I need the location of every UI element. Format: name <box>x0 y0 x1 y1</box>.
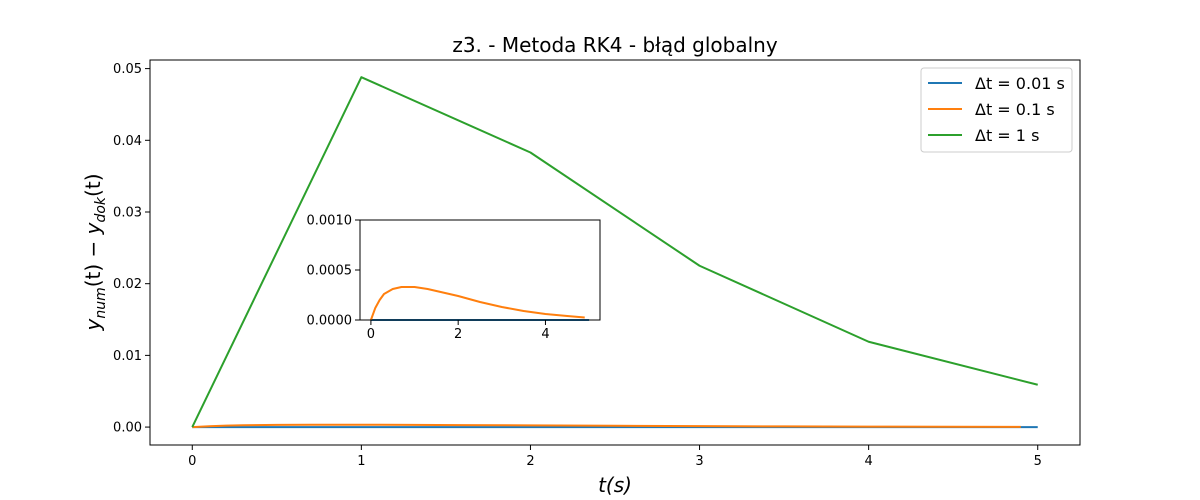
inset-plot-area <box>360 220 600 320</box>
y-axis-label-end: (t) <box>81 173 105 196</box>
inset-y-tick-label: 0.0010 <box>307 214 353 229</box>
inset-x-tick-label: 0 <box>367 327 375 342</box>
chart-title: z3. - Metoda RK4 - błąd globalny <box>452 33 777 57</box>
y-tick-label: 0.04 <box>113 134 142 149</box>
inset-x-tick-label: 4 <box>541 327 549 342</box>
y-ticks: 0.00 0.01 0.02 0.03 0.04 0.05 <box>113 62 150 436</box>
x-tick-label: 3 <box>695 454 703 469</box>
x-ticks: 0 1 2 3 4 5 <box>188 445 1042 469</box>
y-tick-label: 0.00 <box>113 421 142 436</box>
x-tick-label: 5 <box>1034 454 1042 469</box>
y-axis-label-sub1: num <box>93 287 109 318</box>
legend-label: Δt = 0.1 s <box>975 100 1055 119</box>
inset-y-ticks: 0.0000 0.0005 0.0010 <box>307 214 360 329</box>
legend-box <box>920 67 1073 153</box>
y-axis-label-y2: y <box>81 221 105 235</box>
x-tick-label: 0 <box>188 454 196 469</box>
inset-series-line-t-0-1-s <box>369 286 585 321</box>
legend: Δt = 0.01 s Δt = 0.1 s Δt = 1 s <box>920 67 1073 153</box>
legend-label: Δt = 0.01 s <box>975 74 1065 93</box>
main-series-group <box>191 76 1038 429</box>
inset-axes: 0 2 4 0.0000 0.0005 0.0010 <box>307 214 601 342</box>
y-axis-label: ynum(t) − ydok(t) <box>81 173 109 331</box>
x-tick-label: 4 <box>864 454 872 469</box>
y-axis-label-sub2: dok <box>93 196 109 222</box>
plot-frame <box>149 59 1081 446</box>
inset-x-tick-label: 2 <box>454 327 462 342</box>
inset-y-tick-label: 0.0005 <box>307 264 353 279</box>
series-line-t-0-1-s <box>192 423 1021 429</box>
legend-entries: Δt = 0.01 s Δt = 0.1 s Δt = 1 s <box>928 74 1065 145</box>
y-tick-label: 0.01 <box>113 349 142 364</box>
x-tick-label: 1 <box>357 454 365 469</box>
legend-label: Δt = 1 s <box>975 126 1039 145</box>
inset-y-tick-label: 0.0000 <box>307 314 353 329</box>
series-line-t-1-s <box>191 76 1038 428</box>
x-axis-label: t(s) <box>598 473 632 497</box>
y-tick-label: 0.02 <box>113 277 142 292</box>
y-tick-label: 0.05 <box>113 62 142 77</box>
y-axis-label-mid: (t) − <box>81 234 105 287</box>
x-tick-label: 2 <box>526 454 534 469</box>
inset-x-ticks: 0 2 4 <box>367 320 550 342</box>
y-tick-label: 0.03 <box>113 205 142 220</box>
y-axis-label-y1: y <box>81 318 105 332</box>
